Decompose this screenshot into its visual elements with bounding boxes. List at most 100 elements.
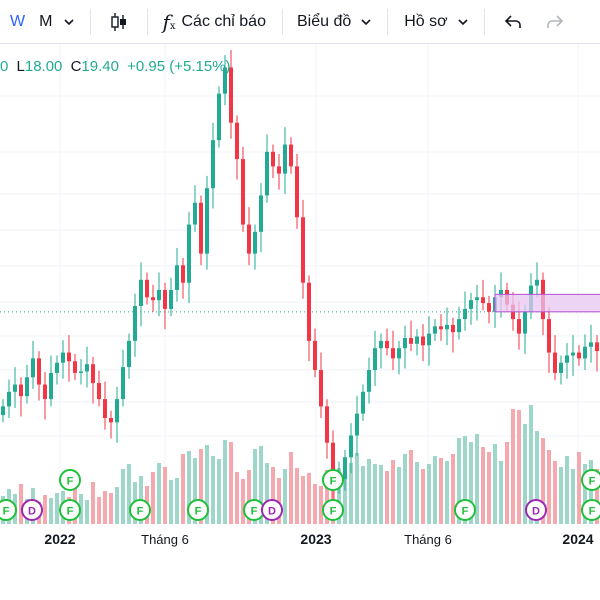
toolbar-divider <box>281 8 283 35</box>
candle-body <box>43 384 47 400</box>
ohlc-open-tail: 0 <box>0 58 9 75</box>
profile-menu-button[interactable]: Hồ sơ <box>404 0 469 44</box>
event-label: F <box>330 506 337 518</box>
chevron-down-icon <box>361 18 371 25</box>
earnings-event-marker[interactable]: F <box>454 499 476 521</box>
candle-body <box>385 340 389 349</box>
volume-bar <box>217 459 221 524</box>
volume-bar <box>355 453 359 524</box>
candle-body <box>133 306 137 341</box>
candle-body <box>451 324 455 333</box>
x-axis-tick-label: 2024 <box>562 531 593 547</box>
chart-type-menu-button[interactable]: Biểu đồ <box>297 0 373 44</box>
volume-bar <box>235 472 239 524</box>
candle-body <box>409 338 413 344</box>
candle-body <box>25 377 29 397</box>
candle-body <box>49 372 53 400</box>
candle-body <box>565 355 569 363</box>
candle-body <box>241 159 245 225</box>
volume-bar <box>403 454 407 524</box>
volume-bar <box>271 467 275 524</box>
volume-bar <box>343 474 347 524</box>
earnings-event-marker[interactable]: F <box>59 469 81 491</box>
volume-bar <box>505 442 509 524</box>
volume-bar <box>115 487 119 524</box>
redo-button[interactable] <box>545 0 565 44</box>
earnings-event-marker[interactable]: F <box>322 499 344 521</box>
volume-bar <box>409 450 413 524</box>
candle-body <box>163 290 167 309</box>
candle-body <box>19 384 23 397</box>
candle-body <box>301 217 305 283</box>
earnings-event-marker[interactable]: F <box>129 499 151 521</box>
interval-monthly-button[interactable]: M <box>39 12 53 30</box>
dividend-event-marker[interactable]: D <box>525 499 547 521</box>
volume-bar <box>535 431 539 524</box>
volume-bar <box>475 434 479 524</box>
earnings-event-marker[interactable]: F <box>187 499 209 521</box>
volume-bar <box>361 466 365 524</box>
toolbar-divider <box>90 8 92 35</box>
toolbar-divider <box>483 8 485 35</box>
candle-body <box>307 282 311 341</box>
candle-body <box>469 300 473 309</box>
candle-body <box>577 352 581 359</box>
candle-body <box>115 399 119 423</box>
candles <box>1 50 599 507</box>
earnings-event-marker[interactable]: F <box>322 469 344 491</box>
volume-bar <box>79 494 83 524</box>
dividend-event-marker[interactable]: D <box>21 499 43 521</box>
candle-body <box>271 151 275 167</box>
ohlc-change: +0.95 (+5.15%) <box>127 58 231 75</box>
candle-body <box>61 352 65 363</box>
candle-body <box>523 311 527 334</box>
candle-body <box>127 340 131 368</box>
volume-bar <box>571 469 575 524</box>
indicators-label: Các chỉ báo <box>181 12 266 30</box>
dividend-event-marker[interactable]: D <box>261 499 283 521</box>
earnings-event-marker[interactable]: F <box>59 499 81 521</box>
x-axis-tick-label: 2022 <box>44 531 75 547</box>
candle-body <box>103 399 107 418</box>
candle-body <box>463 308 467 320</box>
earnings-event-marker[interactable]: F <box>0 499 17 521</box>
candle-body <box>223 67 227 94</box>
candle-body <box>235 122 239 160</box>
candle-body <box>583 346 587 359</box>
candle-body <box>367 370 371 392</box>
earnings-event-marker[interactable]: F <box>581 469 600 491</box>
event-label: F <box>195 506 202 518</box>
event-label: F <box>137 506 144 518</box>
candle-body <box>139 279 143 306</box>
volume-bar <box>211 456 215 524</box>
candle-body <box>535 279 539 286</box>
event-label: D <box>268 506 276 518</box>
interval-weekly-button[interactable]: W <box>10 12 26 30</box>
candle-body <box>439 326 443 330</box>
volume-bar <box>241 479 245 524</box>
indicators-button[interactable]: fx Các chỉ báo <box>162 0 266 44</box>
candle-body <box>445 324 449 330</box>
candlestick-icon <box>111 12 127 31</box>
candles-chart-style-button[interactable] <box>109 0 129 44</box>
undo-button[interactable] <box>503 0 523 44</box>
volume-bars <box>1 405 599 524</box>
candle-body <box>37 358 41 385</box>
volume-bar <box>421 469 425 524</box>
chevron-down-icon <box>458 18 468 25</box>
volume-bar <box>277 478 281 524</box>
earnings-event-marker[interactable]: F <box>581 499 600 521</box>
volume-bar <box>391 460 395 524</box>
event-circle <box>525 499 547 521</box>
candle-body <box>193 202 197 225</box>
candle-body <box>265 151 269 196</box>
interval-dropdown-button[interactable] <box>62 0 76 44</box>
candle-body <box>169 290 173 309</box>
volume-bar <box>289 452 293 524</box>
volume-bar <box>121 469 125 524</box>
volume-bar <box>559 467 563 524</box>
candle-body <box>589 342 593 347</box>
candle-body <box>259 195 263 232</box>
event-circle <box>129 499 151 521</box>
